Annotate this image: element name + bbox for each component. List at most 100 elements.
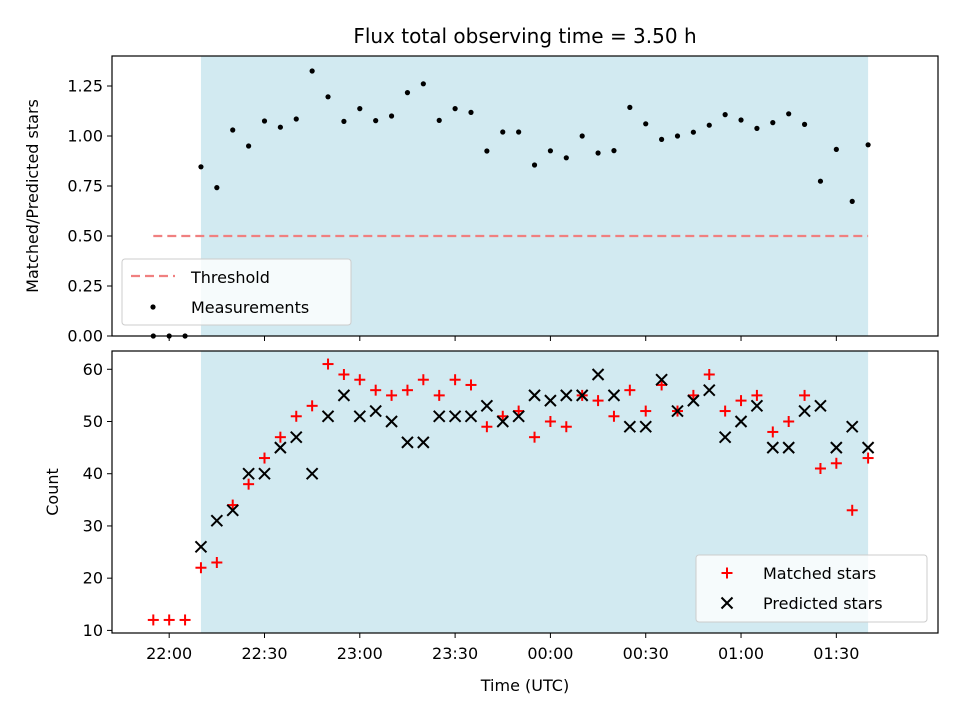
bottom-panel: 10 20 30 40 50 60 22:00 22:30 23:00 23:30 00:00 00… <box>43 350 939 695</box>
matched-star-point <box>846 504 858 516</box>
predicted-star-point <box>464 410 478 423</box>
matched-star-point <box>544 416 556 427</box>
predicted-star-point-b <box>655 373 668 386</box>
x-tick-label: 23:30 <box>432 644 478 663</box>
matched-star-point <box>243 478 255 490</box>
measurement-point <box>706 122 712 128</box>
predicted-star-point <box>385 415 398 428</box>
predicted-star-point-b <box>496 415 509 428</box>
legend-matched-label: Matched stars <box>763 564 876 583</box>
bottom-y-axis-label: Count <box>43 468 62 516</box>
matched-star-point <box>179 614 191 626</box>
matched-star-point <box>624 384 636 396</box>
matched-star-point <box>449 374 461 386</box>
predicted-star-point <box>210 514 224 527</box>
predicted-star-point <box>671 404 684 418</box>
predicted-star-point <box>496 415 509 428</box>
matched-star-point <box>354 374 366 386</box>
matched-star-point <box>417 374 429 386</box>
predicted-star-point <box>337 389 351 402</box>
measurement-point <box>246 143 252 149</box>
measurement-point <box>468 109 474 115</box>
predicted-star-point-b <box>846 420 859 433</box>
x-tick-label: 01:30 <box>813 644 859 663</box>
legend-threshold-label: Threshold <box>190 268 270 287</box>
matched-star-point <box>433 389 445 401</box>
predicted-star-point-b <box>671 404 684 418</box>
legend-predicted-marker <box>720 596 734 610</box>
predicted-star-point-b <box>782 441 795 454</box>
predicted-star-point-b <box>385 415 398 428</box>
matched-star-point <box>814 463 826 474</box>
matched-star-point <box>735 395 747 407</box>
measurement-point <box>738 117 744 123</box>
predicted-star-point-b <box>242 467 255 480</box>
measurement-point <box>309 68 315 74</box>
matched-star-point <box>258 452 270 464</box>
legend-predicted-label: Predicted stars <box>763 594 883 613</box>
top-y-tick-label: 0.75 <box>67 177 103 196</box>
predicted-star-point-b <box>861 441 875 454</box>
predicted-star-point <box>305 467 319 480</box>
measurement-point <box>261 118 268 124</box>
measurement-point <box>293 116 299 122</box>
bottom-y-tick-label: 30 <box>83 516 103 535</box>
predicted-star-point-b <box>401 436 414 449</box>
predicted-star-point <box>353 410 367 423</box>
measurement-point <box>198 164 204 170</box>
predicted-stars-points <box>194 368 875 554</box>
matched-star-point <box>799 389 811 401</box>
predicted-star-point-b <box>830 441 843 454</box>
bottom-axes-frame <box>111 350 939 634</box>
predicted-star-point <box>655 373 668 386</box>
x-tick-label: 22:30 <box>241 644 287 663</box>
predicted-star-point-b <box>321 410 335 423</box>
top-y-axis-label: Matched/Predicted stars <box>23 99 42 293</box>
predicted-star-point <box>258 467 271 480</box>
top-y-tick-label: 0.25 <box>67 277 103 296</box>
measurement-point <box>373 118 379 124</box>
measurement-point <box>722 112 728 118</box>
predicted-star-point-b <box>750 399 764 413</box>
predicted-star-point-b <box>210 514 224 527</box>
matched-star-point <box>147 614 159 626</box>
predicted-star-point-b <box>607 389 621 402</box>
measurement-points <box>150 68 871 339</box>
legend-matched-marker <box>721 567 733 579</box>
predicted-star-point <box>623 420 637 433</box>
predicted-star-point-b <box>703 383 716 397</box>
predicted-star-point <box>846 420 859 433</box>
predicted-star-point-b <box>305 467 319 480</box>
matched-stars-points <box>147 358 874 626</box>
measurement-point <box>531 162 538 168</box>
matched-star-point <box>401 384 413 396</box>
measurement-point <box>452 106 458 112</box>
x-tick-label: 00:30 <box>623 644 669 663</box>
top-y-tick-label: 1.00 <box>67 127 103 146</box>
measurement-point <box>786 111 792 117</box>
bottom-x-ticks: 22:00 22:30 23:00 23:30 00:00 00:30 01:00 01:30 <box>146 633 859 663</box>
predicted-star-point-b <box>417 436 430 449</box>
top-y-tick-label: 0.00 <box>67 327 103 346</box>
matched-star-point <box>862 452 874 464</box>
matched-star-point <box>751 389 763 401</box>
predicted-star-point-b <box>226 504 239 517</box>
matched-star-point <box>719 405 731 417</box>
matched-star-point <box>195 562 207 574</box>
top-legend-box <box>121 258 352 326</box>
measurement-point <box>516 129 522 135</box>
matched-star-point <box>703 369 715 380</box>
predicted-star-point-b <box>369 404 382 418</box>
measurement-point <box>659 136 665 142</box>
predicted-star-point <box>401 436 414 449</box>
predicted-star-point-b <box>687 394 700 407</box>
predicted-star-point <box>830 441 843 454</box>
predicted-star-point <box>782 441 795 454</box>
predicted-star-point <box>750 399 764 413</box>
top-x-ticks <box>168 336 837 341</box>
predicted-star-point-b <box>528 389 541 402</box>
measurement-point <box>801 121 808 127</box>
predicted-star-point <box>321 410 335 423</box>
predicted-star-point <box>703 383 716 397</box>
